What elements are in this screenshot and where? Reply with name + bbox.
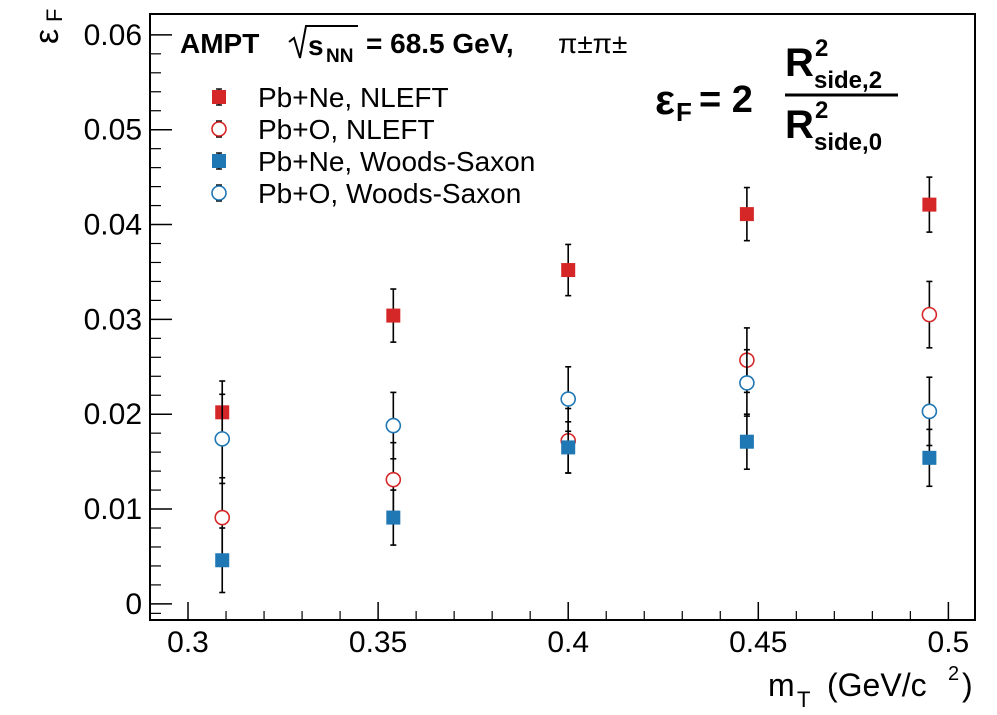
data-marks: [214, 176, 938, 594]
formula-equals-two: = 2: [699, 79, 753, 121]
legend-label: Pb+Ne, Woods-Saxon: [258, 146, 535, 177]
energy-subscript: NN: [326, 46, 353, 67]
data-point-circle: [214, 431, 231, 447]
data-point-square: [739, 434, 754, 449]
x-tick-label: 0.35: [349, 626, 407, 659]
data-point-square: [215, 553, 230, 568]
series-3: [214, 348, 938, 485]
x-tick-label: 0.45: [729, 626, 787, 659]
legend-label: Pb+O, NLEFT: [258, 114, 435, 145]
x-tick-label: 0.4: [547, 626, 589, 659]
x-axis-title-unit-end: ): [962, 667, 973, 703]
formula-denominator-sub: side,0: [814, 129, 882, 156]
energy-symbol: s: [308, 30, 324, 61]
data-point-square: [386, 308, 401, 323]
data-point-circle: [560, 391, 577, 407]
formula-numerator-sup: 2: [815, 35, 828, 62]
legend-entry: Pb+Ne, Woods-Saxon: [212, 146, 535, 177]
x-axis-title-sub: T: [797, 687, 810, 712]
chart-title: AMPT: [180, 28, 259, 59]
y-tick-label: 0: [125, 588, 142, 621]
x-axis-title: m T (GeV/c 2 ): [768, 663, 973, 712]
data-point-circle: [739, 375, 755, 391]
x-axis-title-unit: (GeV/c: [827, 667, 927, 703]
data-point-circle: [921, 306, 938, 323]
y-tick-label: 0.01: [84, 493, 142, 526]
formula-epsilon: ε: [655, 76, 675, 123]
y-tick-label: 0.06: [84, 19, 142, 52]
formula-numerator-sub: side,2: [814, 67, 882, 94]
series-0: [215, 176, 937, 445]
data-point-square: [922, 450, 937, 465]
y-axis-title: ε F: [28, 9, 67, 44]
legend-entry: Pb+Ne, NLEFT: [212, 82, 449, 113]
legend-marker-square: [212, 90, 226, 104]
y-axis-title-sub: F: [42, 9, 67, 22]
energy-value: = 68.5 GeV,: [366, 28, 514, 59]
data-point-square: [922, 197, 937, 212]
y-tick-label: 0.03: [84, 303, 142, 336]
data-point-square: [386, 510, 401, 525]
y-tick-label: 0.05: [84, 114, 142, 147]
data-point-square: [561, 263, 576, 278]
formula-numerator: R: [785, 41, 814, 85]
data-point-square: [739, 207, 754, 222]
x-tick-label: 0.3: [167, 626, 209, 659]
y-tick-label: 0.02: [84, 398, 142, 431]
y-tick-label: 0.04: [84, 209, 142, 242]
data-point-square: [561, 440, 576, 455]
x-axis-title-symbol: m: [768, 667, 795, 703]
legend-marker-circle: [211, 185, 227, 201]
data-point-circle: [385, 471, 402, 488]
data-point-circle: [385, 417, 402, 434]
legend-label: Pb+Ne, NLEFT: [258, 82, 449, 113]
particle-label: π±π±: [558, 28, 627, 59]
series-1: [214, 280, 938, 559]
formula-denominator-sup: 2: [815, 97, 828, 124]
legend-marker-square: [212, 154, 226, 168]
x-tick-label: 0.5: [928, 626, 970, 659]
data-point-circle: [214, 509, 231, 526]
sqrt-sign: [288, 25, 358, 59]
legend-marker-circle: [211, 121, 227, 137]
formula-annotation: ε F = 2 R 2 side,2 R 2 side,0: [655, 35, 898, 156]
x-axis-title-unit-sup: 2: [948, 663, 959, 685]
plot-frame: [149, 13, 976, 621]
legend-label: Pb+O, Woods-Saxon: [258, 178, 521, 209]
formula-denominator: R: [785, 103, 814, 147]
legend-entry: Pb+O, NLEFT: [211, 114, 435, 145]
data-point-circle: [921, 403, 938, 420]
formula-epsilon-sub: F: [676, 97, 692, 127]
y-axis-title-symbol: ε: [28, 29, 66, 44]
axes: 0 0.01 0.02 0.03 0.04 0.05 0.06 0.3 0.35 0.4 0.45 0…: [84, 19, 970, 659]
legend-entry: Pb+O, Woods-Saxon: [211, 178, 521, 209]
header-annotation: AMPT s NN = 68.5 GeV, π±π±: [180, 25, 627, 67]
